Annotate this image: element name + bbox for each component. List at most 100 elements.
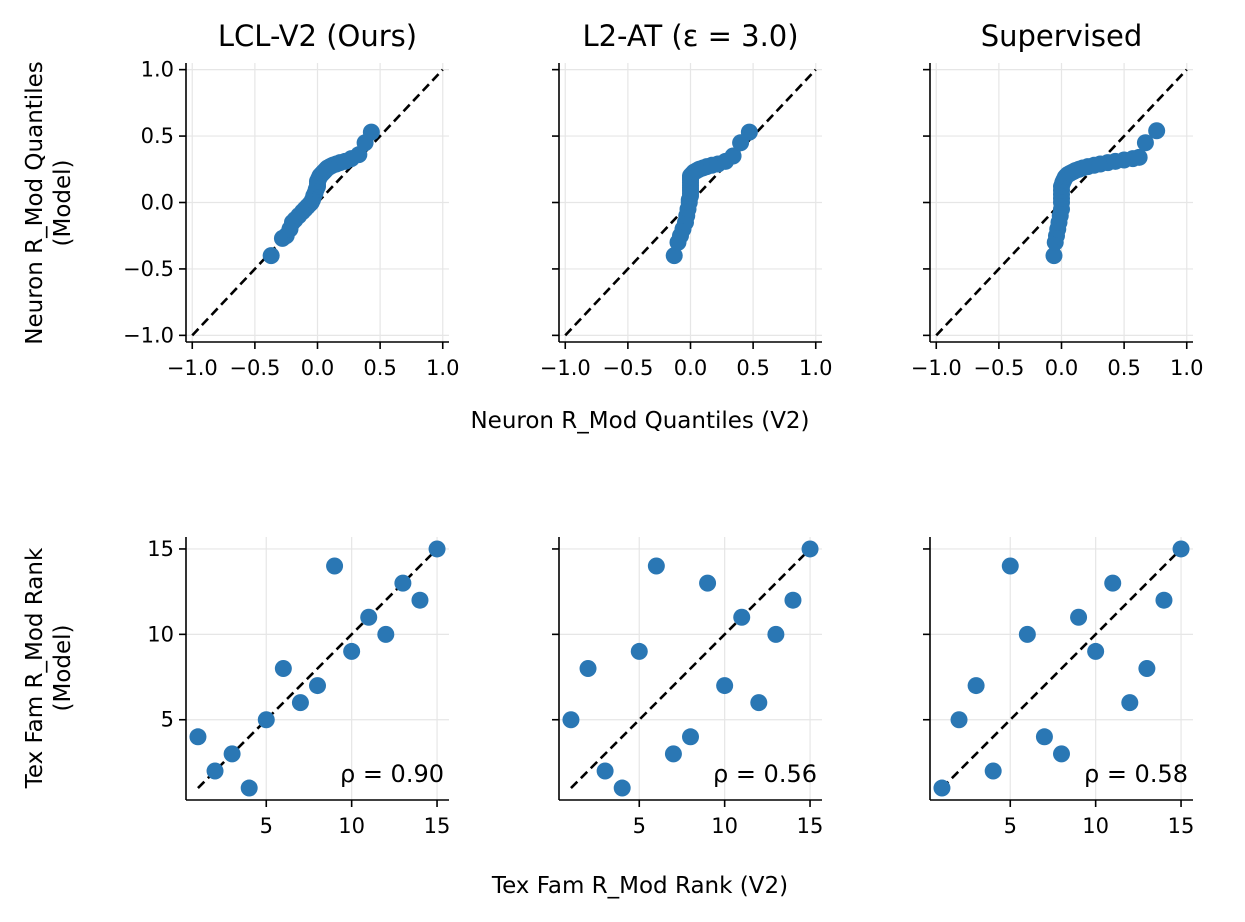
data-point bbox=[1136, 134, 1154, 152]
diagonal-line bbox=[941, 548, 1182, 789]
panel-3: −1.0 −0.5 0.0 0.5 1.0 Supervised bbox=[911, 19, 1204, 380]
top-x-axis-label: Neuron R_Mod Quantiles (V2) bbox=[470, 408, 809, 434]
panel-1: −1.0 −0.5 0.0 0.5 1.0 −1.0 −0.5 0.0 0.5 1.0 LCL-V2… bbox=[123, 19, 459, 380]
x-tick-label: 1.0 bbox=[1170, 356, 1203, 380]
x-tick-label: 5 bbox=[1004, 814, 1017, 838]
data-point bbox=[223, 745, 241, 763]
x-tick-label: 0.5 bbox=[363, 356, 396, 380]
x-tick-label: 10 bbox=[711, 814, 738, 838]
x-tick-label: 0.5 bbox=[1107, 356, 1140, 380]
data-point bbox=[933, 779, 951, 797]
data-point bbox=[262, 247, 280, 265]
x-tick-label: 0.0 bbox=[674, 356, 707, 380]
rho-annotation: ρ = 0.90 bbox=[340, 760, 444, 788]
x-tick-label: −0.5 bbox=[973, 356, 1024, 380]
data-point bbox=[699, 574, 717, 592]
data-point bbox=[1138, 660, 1156, 677]
diagonal-line bbox=[570, 548, 811, 789]
y-tick-label: 10 bbox=[147, 622, 174, 646]
data-point bbox=[630, 642, 648, 660]
data-point bbox=[240, 779, 258, 797]
data-point bbox=[1070, 608, 1088, 626]
data-point bbox=[579, 660, 597, 677]
data-point bbox=[665, 247, 683, 265]
data-point bbox=[257, 711, 275, 729]
data-point bbox=[1172, 540, 1190, 558]
x-tick-label: 0.0 bbox=[301, 356, 334, 380]
y-tick-label: 0.0 bbox=[141, 191, 174, 215]
x-tick-label: −0.5 bbox=[229, 356, 280, 380]
data-point bbox=[733, 608, 751, 626]
y-tick-label: 1.0 bbox=[141, 58, 174, 82]
x-tick-label: −1.0 bbox=[167, 356, 218, 380]
x-tick-label: −0.5 bbox=[602, 356, 653, 380]
x-tick-label: 5 bbox=[260, 814, 273, 838]
data-point bbox=[428, 540, 446, 558]
data-point bbox=[562, 711, 580, 729]
data-point bbox=[1035, 728, 1053, 746]
data-point bbox=[801, 540, 819, 558]
data-point bbox=[1148, 122, 1166, 140]
data-point bbox=[1053, 745, 1070, 763]
data-point bbox=[1018, 625, 1036, 643]
data-point bbox=[291, 694, 309, 712]
panels: −1.0 −0.5 0.0 0.5 1.0 −1.0 −0.5 0.0 0.5 1.0 LCL-V2… bbox=[123, 19, 1203, 838]
top-y-axis-label: Neuron R_Mod Quantiles bbox=[22, 61, 48, 344]
x-tick-label: −1.0 bbox=[911, 356, 962, 380]
x-tick-label: 1.0 bbox=[799, 356, 832, 380]
data-point bbox=[1121, 694, 1139, 712]
panel-6: 5 10 15 ρ = 0.58 bbox=[923, 537, 1194, 838]
data-point bbox=[724, 147, 742, 165]
data-point bbox=[984, 762, 1002, 780]
data-point bbox=[664, 745, 682, 763]
data-point bbox=[206, 762, 224, 780]
x-tick-label: 15 bbox=[797, 814, 824, 838]
x-tick-label: 15 bbox=[424, 814, 451, 838]
x-tick-label: 10 bbox=[1082, 814, 1109, 838]
x-tick-label: 15 bbox=[1168, 814, 1195, 838]
panel-title: Supervised bbox=[981, 19, 1143, 53]
data-point bbox=[326, 557, 344, 575]
data-point bbox=[377, 625, 395, 643]
bottom-y-axis-label-model: (Model) bbox=[50, 624, 76, 711]
data-point bbox=[967, 677, 985, 695]
data-point bbox=[767, 625, 785, 643]
data-point bbox=[1001, 557, 1019, 575]
data-point bbox=[362, 123, 380, 141]
rho-annotation: ρ = 0.56 bbox=[713, 760, 817, 788]
data-point bbox=[647, 557, 665, 575]
data-point bbox=[950, 711, 968, 729]
panel-2: −1.0 −0.5 0.0 0.5 1.0 L2-AT (ε = 3.0) bbox=[540, 19, 833, 380]
x-tick-label: 5 bbox=[633, 814, 646, 838]
data-point bbox=[343, 642, 361, 660]
x-tick-label: 0.0 bbox=[1045, 356, 1078, 380]
rho-annotation: ρ = 0.58 bbox=[1084, 760, 1188, 788]
data-point bbox=[740, 123, 758, 141]
data-point bbox=[1104, 574, 1122, 592]
panel-title: L2-AT (ε = 3.0) bbox=[582, 19, 798, 53]
data-point bbox=[716, 677, 734, 695]
data-point bbox=[1087, 642, 1105, 660]
data-point bbox=[613, 779, 631, 797]
panel-4: 5 10 15 5 10 15 ρ = 0.90 bbox=[147, 537, 450, 838]
data-point bbox=[682, 728, 699, 746]
panel-title: LCL-V2 (Ours) bbox=[218, 19, 417, 53]
data-point bbox=[309, 677, 326, 695]
data-point bbox=[1155, 591, 1173, 609]
x-tick-label: 10 bbox=[338, 814, 365, 838]
y-tick-label: −0.5 bbox=[123, 257, 174, 281]
x-tick-label: 1.0 bbox=[426, 356, 459, 380]
data-point bbox=[1130, 148, 1148, 166]
data-point bbox=[1045, 247, 1063, 265]
data-point bbox=[411, 591, 429, 609]
x-tick-label: −1.0 bbox=[540, 356, 591, 380]
bottom-y-axis-label: Tex Fam R_Mod Rank bbox=[22, 547, 48, 789]
x-tick-label: 0.5 bbox=[736, 356, 769, 380]
data-point bbox=[784, 591, 802, 609]
y-tick-label: 15 bbox=[147, 537, 174, 561]
data-point bbox=[394, 574, 412, 592]
data-point bbox=[360, 608, 378, 626]
y-tick-label: 0.5 bbox=[141, 124, 174, 148]
data-point bbox=[750, 694, 768, 712]
